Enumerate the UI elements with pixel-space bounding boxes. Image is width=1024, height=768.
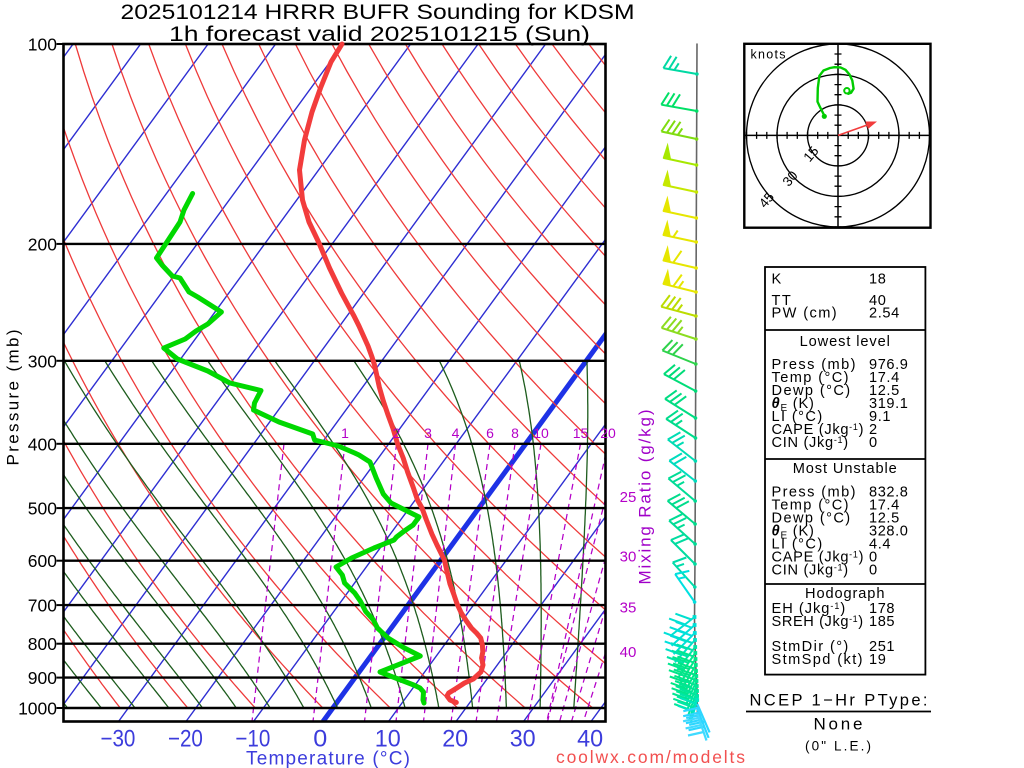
svg-text:θE (K): θE (K) [772,524,815,542]
svg-text:(0" L.E.): (0" L.E.) [805,739,871,754]
svg-text:1000: 1000 [18,699,57,719]
svg-text:12.5: 12.5 [869,511,900,527]
svg-text:15: 15 [800,144,821,165]
svg-text:19: 19 [869,652,886,668]
svg-text:EH (Jkg-1): EH (Jkg-1) [772,601,847,617]
svg-text:30: 30 [620,549,637,566]
svg-text:Hodograph: Hodograph [805,586,885,602]
svg-text:Pressure (mb): Pressure (mb) [4,330,23,466]
svg-text:TT: TT [772,293,793,309]
svg-text:700: 700 [28,596,57,616]
svg-text:500: 500 [28,499,57,519]
svg-text:178: 178 [869,601,895,617]
svg-text:10: 10 [533,425,549,441]
svg-text:300: 300 [28,351,57,371]
svg-text:NCEP 1−Hr PType:: NCEP 1−Hr PType: [750,692,928,710]
svg-text:CAPE (Jkg-1): CAPE (Jkg-1) [772,549,865,565]
svg-text:17.4: 17.4 [869,498,900,514]
svg-text:40: 40 [869,293,886,309]
svg-text:15: 15 [573,425,589,441]
svg-text:328.0: 328.0 [869,524,909,540]
svg-text:1h forecast valid 2025101215 (: 1h forecast valid 2025101215 (Sun) [169,22,590,46]
svg-text:3: 3 [424,425,432,441]
svg-text:25: 25 [620,489,637,506]
svg-text:0: 0 [313,726,327,753]
svg-text:200: 200 [28,234,57,254]
svg-text:CIN (Jkg-1): CIN (Jkg-1) [772,435,849,451]
svg-text:0: 0 [869,549,878,565]
svg-text:1: 1 [341,425,349,441]
svg-text:Lowest level: Lowest level [800,334,891,350]
svg-text:Mixing Ratio (g/kg): Mixing Ratio (g/kg) [636,410,655,585]
svg-text:35: 35 [620,600,637,617]
svg-text:Dewp (°C): Dewp (°C) [772,383,852,399]
svg-text:−30: −30 [100,726,135,753]
svg-text:400: 400 [28,434,57,454]
svg-text:185: 185 [869,614,895,630]
svg-text:Temp (°C): Temp (°C) [772,498,850,514]
svg-text:8: 8 [511,425,519,441]
svg-text:coolwx.com/modelts: coolwx.com/modelts [556,747,745,767]
svg-text:4: 4 [452,425,460,441]
svg-text:Temperature (°C): Temperature (°C) [246,749,410,768]
svg-text:SREH (Jkg-1): SREH (Jkg-1) [772,614,864,630]
svg-text:4.4: 4.4 [869,537,891,553]
svg-text:StmSpd (kt): StmSpd (kt) [772,652,864,668]
svg-text:20: 20 [600,425,616,441]
svg-text:2: 2 [393,425,401,441]
svg-text:knots: knots [751,48,786,62]
svg-text:10: 10 [375,726,401,753]
svg-text:9.1: 9.1 [869,409,891,425]
svg-text:StmDir (°): StmDir (°) [772,639,850,655]
svg-text:30: 30 [780,168,801,189]
svg-text:6: 6 [486,425,494,441]
svg-text:40: 40 [620,644,637,661]
svg-text:Press (mb): Press (mb) [772,357,857,373]
svg-text:0: 0 [869,435,878,451]
svg-text:PW (cm): PW (cm) [772,306,839,322]
svg-text:Temp (°C): Temp (°C) [772,370,850,386]
svg-text:Press (mb): Press (mb) [772,485,857,501]
svg-text:100: 100 [28,35,57,55]
svg-text:976.9: 976.9 [869,357,909,373]
svg-text:2.54: 2.54 [869,306,900,322]
svg-text:12.5: 12.5 [869,383,900,399]
svg-text:Most Unstable: Most Unstable [793,461,898,477]
svg-text:319.1: 319.1 [869,396,909,412]
svg-text:900: 900 [28,668,57,688]
svg-text:Dewp (°C): Dewp (°C) [772,511,852,527]
svg-text:−20: −20 [168,726,203,753]
svg-text:θE (K): θE (K) [772,396,815,414]
svg-text:LI (°C): LI (°C) [772,409,824,425]
svg-text:832.8: 832.8 [869,485,909,501]
svg-text:600: 600 [28,551,57,571]
svg-text:40: 40 [577,726,603,753]
svg-text:LI (°C): LI (°C) [772,537,824,553]
svg-text:CIN (Jkg-1): CIN (Jkg-1) [772,562,849,578]
svg-text:20: 20 [442,726,468,753]
svg-text:2025101214 HRRR BUFR Sounding: 2025101214 HRRR BUFR Sounding for KDSM [121,0,635,24]
svg-text:K: K [772,272,783,288]
svg-text:2: 2 [869,422,878,438]
svg-text:None: None [814,715,863,734]
svg-text:30: 30 [510,726,536,753]
svg-text:CAPE (Jkg-1): CAPE (Jkg-1) [772,422,865,438]
svg-text:0: 0 [869,562,878,578]
svg-text:17.4: 17.4 [869,370,900,386]
svg-text:−10: −10 [235,726,270,753]
svg-text:800: 800 [28,634,57,654]
svg-text:251: 251 [869,639,895,655]
svg-text:45: 45 [756,190,777,211]
svg-text:18: 18 [869,272,886,288]
